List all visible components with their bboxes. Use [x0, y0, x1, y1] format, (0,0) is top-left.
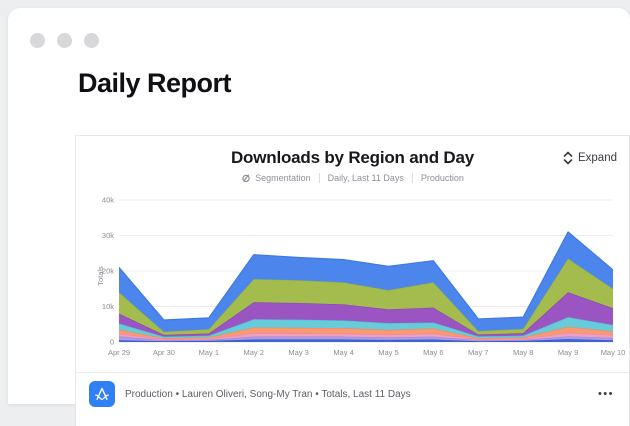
svg-text:May 4: May 4: [333, 348, 353, 357]
svg-text:Apr 30: Apr 30: [153, 348, 175, 357]
window-control-dot[interactable]: [57, 33, 72, 48]
svg-text:May 5: May 5: [378, 348, 398, 357]
amplitude-logo-icon: [89, 381, 115, 407]
svg-text:40k: 40k: [102, 196, 114, 205]
svg-text:0: 0: [110, 338, 114, 347]
svg-text:May 7: May 7: [468, 348, 488, 357]
svg-text:May 9: May 9: [558, 348, 578, 357]
svg-text:May 3: May 3: [288, 348, 308, 357]
chart-title: Downloads by Region and Day: [230, 148, 475, 167]
window-titlebar: [30, 33, 99, 48]
chart-card: Downloads by Region and Day Expand Segme…: [75, 135, 630, 426]
page-title: Daily Report: [78, 68, 232, 98]
meta-range-label: Daily, Last 11 Days: [327, 173, 404, 183]
svg-text:Totals: Totals: [96, 266, 105, 286]
svg-text:20k: 20k: [102, 267, 114, 276]
meta-segmentation-label: Segmentation: [255, 173, 311, 183]
chart-meta: Segmentation Daily, Last 11 Days Product…: [76, 173, 629, 183]
svg-text:May 8: May 8: [513, 348, 533, 357]
chart-card-footer: Production • Lauren Oliveri, Song-My Tra…: [76, 372, 629, 419]
svg-text:May 2: May 2: [244, 348, 264, 357]
window-control-dot[interactable]: [84, 33, 99, 48]
svg-text:May 10: May 10: [601, 348, 626, 357]
svg-text:May 6: May 6: [423, 348, 443, 357]
svg-text:30k: 30k: [102, 231, 114, 240]
browser-window: Daily Report Downloads by Region and Day…: [8, 8, 630, 426]
meta-environment-label: Production: [420, 173, 464, 183]
segmentation-icon: [242, 174, 250, 183]
chart-source-text: Production • Lauren Oliveri, Song-My Tra…: [125, 388, 411, 400]
expand-button[interactable]: Expand: [563, 150, 617, 166]
more-menu-button[interactable]: •••: [597, 387, 614, 400]
expand-icon: [563, 151, 573, 165]
window-control-dot[interactable]: [30, 33, 45, 48]
svg-text:10k: 10k: [102, 302, 114, 311]
expand-label: Expand: [577, 152, 617, 164]
downloads-area-chart[interactable]: 0 10k 20k 30k 40k Totals Apr 29 Apr 30 May 1 May …: [76, 191, 629, 369]
svg-text:Apr 29: Apr 29: [108, 348, 130, 357]
meta-divider: [318, 173, 320, 183]
svg-text:May 1: May 1: [199, 348, 219, 357]
meta-segmentation: Segmentation: [241, 173, 311, 183]
meta-divider: [411, 173, 413, 183]
